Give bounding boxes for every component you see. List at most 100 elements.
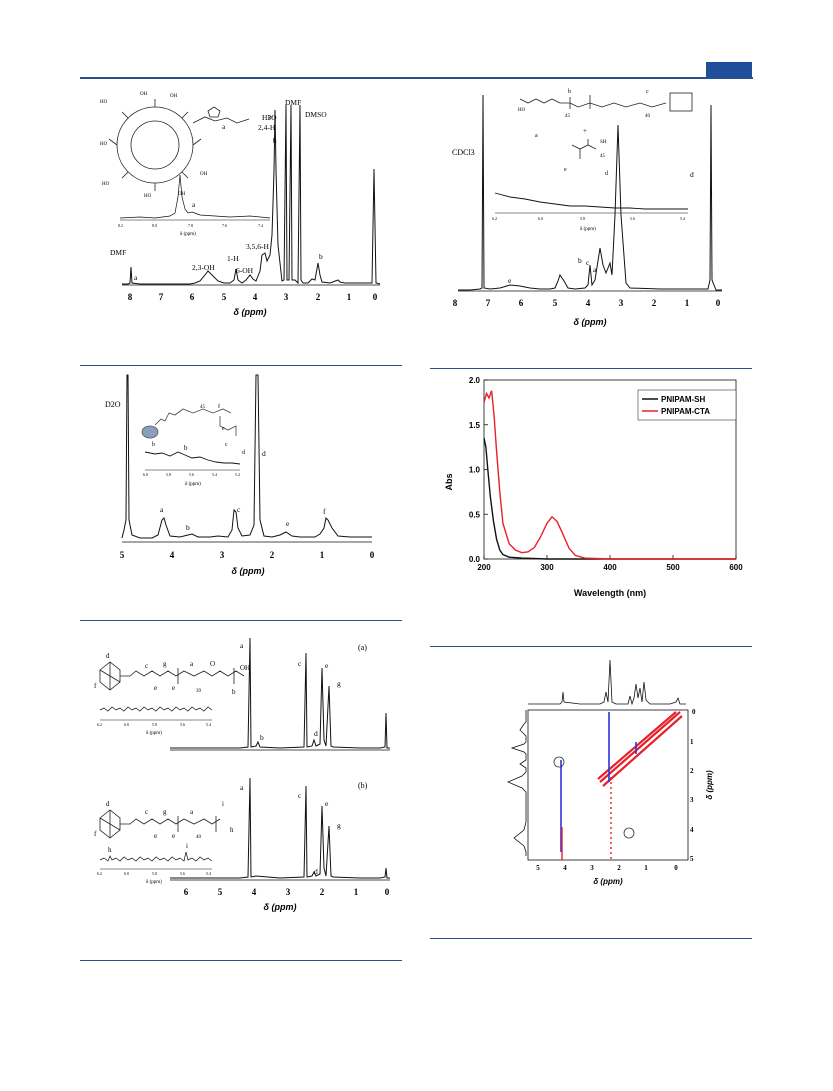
svg-text:b: b — [152, 442, 155, 448]
tick-1: 1 — [347, 292, 352, 302]
spectrum-line — [458, 94, 722, 291]
y-tick-label-2.0: 2.0 — [469, 376, 481, 385]
struct-a-b: b — [232, 688, 236, 696]
struct-label-45a: 45 — [565, 114, 571, 119]
inset-top-left: 8.2 8.0 7.8 7.6 7.4 δ (ppm) a — [118, 174, 271, 237]
tick-5: 5 — [222, 292, 227, 302]
inset-b-peak-h: h — [108, 846, 112, 854]
svg-text:7.6: 7.6 — [222, 223, 227, 228]
panel-label-b: (b) — [358, 781, 368, 790]
svg-text:7.4: 7.4 — [258, 223, 263, 228]
panel-label-a: (a) — [358, 643, 367, 652]
y-tick-0: 0 — [692, 708, 696, 716]
inset-tick-54: 5.4 — [212, 472, 217, 477]
x-tick-5: 5 — [536, 864, 540, 872]
peak-label-f: f — [323, 507, 326, 516]
peak-label-356h: 3,5,6-H — [246, 242, 269, 251]
section-rule-right-3 — [430, 938, 752, 939]
svg-text:b: b — [568, 89, 571, 95]
x-axis-label: δ (ppm) — [234, 307, 267, 317]
header-tab — [706, 62, 752, 78]
tick-6: 6 — [190, 292, 195, 302]
blue-streaks — [560, 712, 637, 852]
y-axis-label: Abs — [444, 473, 454, 490]
peak-label-b: b — [578, 256, 582, 265]
peak-label-24h: 2,4-H — [258, 123, 276, 132]
spectrum-line-b — [170, 777, 390, 879]
inset-a-tick-54: 5.4 — [206, 722, 211, 727]
struct-a-e2: e — [172, 684, 175, 692]
spectrum-line-a — [170, 637, 390, 749]
svg-text:e: e — [222, 426, 225, 432]
nmr-spectrum-mid-left: D2O bf ec d45 6.0 5.8 5.6 5.4 5.2 δ (ppm… — [105, 374, 375, 576]
tick-4: 4 — [586, 298, 591, 308]
inset-mid-left: 6.0 5.8 5.6 5.4 5.2 δ (ppm) b — [143, 444, 241, 487]
peak-b-d: d — [314, 867, 318, 876]
legend: PNIPAM-SH PNIPAM-CTA — [637, 389, 737, 421]
x-tick-label-400: 400 — [603, 563, 617, 572]
peak-label-d: d — [690, 170, 694, 179]
struct-a-39: 39 — [196, 689, 202, 694]
y-tick-4: 4 — [690, 826, 694, 834]
peak-b-a: a — [240, 783, 244, 792]
struct-label-a: a — [222, 123, 226, 131]
peak-label-c: c — [237, 505, 241, 514]
cross-peak-circle-1 — [553, 756, 565, 768]
tick-2: 2 — [652, 298, 657, 308]
section-rule-left-3 — [80, 960, 402, 961]
top-projection — [528, 659, 686, 706]
x-tick-0: 0 — [674, 864, 678, 872]
section-rule-left-1 — [80, 365, 402, 366]
peak-label-h2o: H2O — [262, 113, 277, 122]
tick-0: 0 — [373, 292, 378, 302]
struct-label-plus: + — [583, 127, 587, 135]
struct-label-e: e — [564, 167, 567, 173]
struct-a-d: d — [106, 652, 110, 660]
svg-text:Br: Br — [268, 116, 273, 121]
peak-label-e: e — [286, 519, 290, 528]
tick-0: 0 — [716, 298, 721, 308]
peak-label-1h: 1-H — [227, 254, 239, 263]
peak-a-e: e — [325, 661, 329, 670]
tick-3: 3 — [220, 550, 225, 560]
legend-entry-pnipam-cta: PNIPAM-CTA — [661, 407, 710, 416]
y-tick-1: 1 — [690, 738, 694, 746]
x-tick-4: 4 — [563, 864, 567, 872]
struct-b-g: g — [163, 808, 167, 816]
inset-peak-a: a — [192, 201, 196, 209]
tick-3: 3 — [286, 887, 291, 897]
inset-tick-60: 6.0 — [538, 216, 543, 221]
peak-label-e: e — [508, 276, 512, 285]
tick-3: 3 — [284, 292, 289, 302]
struct-label-sh: SH — [600, 140, 607, 145]
peak-label-dmf-top: DMF — [285, 98, 301, 107]
x-tick-label-300: 300 — [540, 563, 554, 572]
adamantane-structure-b — [99, 809, 221, 839]
section-rule-left-2 — [80, 620, 402, 621]
peak-a-g: g — [337, 679, 341, 688]
x-axis-ticks: 8 7 6 5 4 3 2 1 0 — [453, 298, 721, 308]
nmr-spectrum-bottom-left: d c g a O OH f e e 39 b 6.2 6.0 5.8 5.6 … — [94, 637, 390, 912]
tick-8: 8 — [128, 292, 133, 302]
tick-4: 4 — [253, 292, 258, 302]
inset-b-tick-56: 5.6 — [180, 871, 185, 876]
header-rule — [80, 77, 753, 79]
inset-b-tick-60: 6.0 — [124, 871, 129, 876]
struct-a-c: c — [145, 662, 148, 670]
peak-b-g: g — [337, 821, 341, 830]
nmr-2d-spectrum: 5 4 3 2 1 0 δ (ppm) 0 1 2 3 4 5 δ (ppm) — [506, 659, 714, 886]
tick-5: 5 — [553, 298, 558, 308]
inset-a: 6.2 6.0 5.8 5.6 5.4 δ (ppm) — [97, 706, 213, 736]
tick-2: 2 — [316, 292, 321, 302]
grafted-structure — [141, 408, 237, 439]
x-axis-ticks: 5 4 3 2 1 0 — [536, 864, 678, 872]
section-rule-right-2 — [430, 646, 752, 647]
solvent-label: CDCl3 — [452, 148, 475, 157]
struct-label-45b: 45 — [600, 154, 606, 159]
x-tick-label-600: 600 — [729, 563, 743, 572]
inset-tick-54: 5.4 — [680, 216, 685, 221]
y-tick-label-0.0: 0.0 — [469, 555, 481, 564]
peak-label-a: a — [593, 265, 597, 274]
y-tick-5: 5 — [690, 855, 694, 863]
struct-b-40: 40 — [196, 835, 202, 840]
